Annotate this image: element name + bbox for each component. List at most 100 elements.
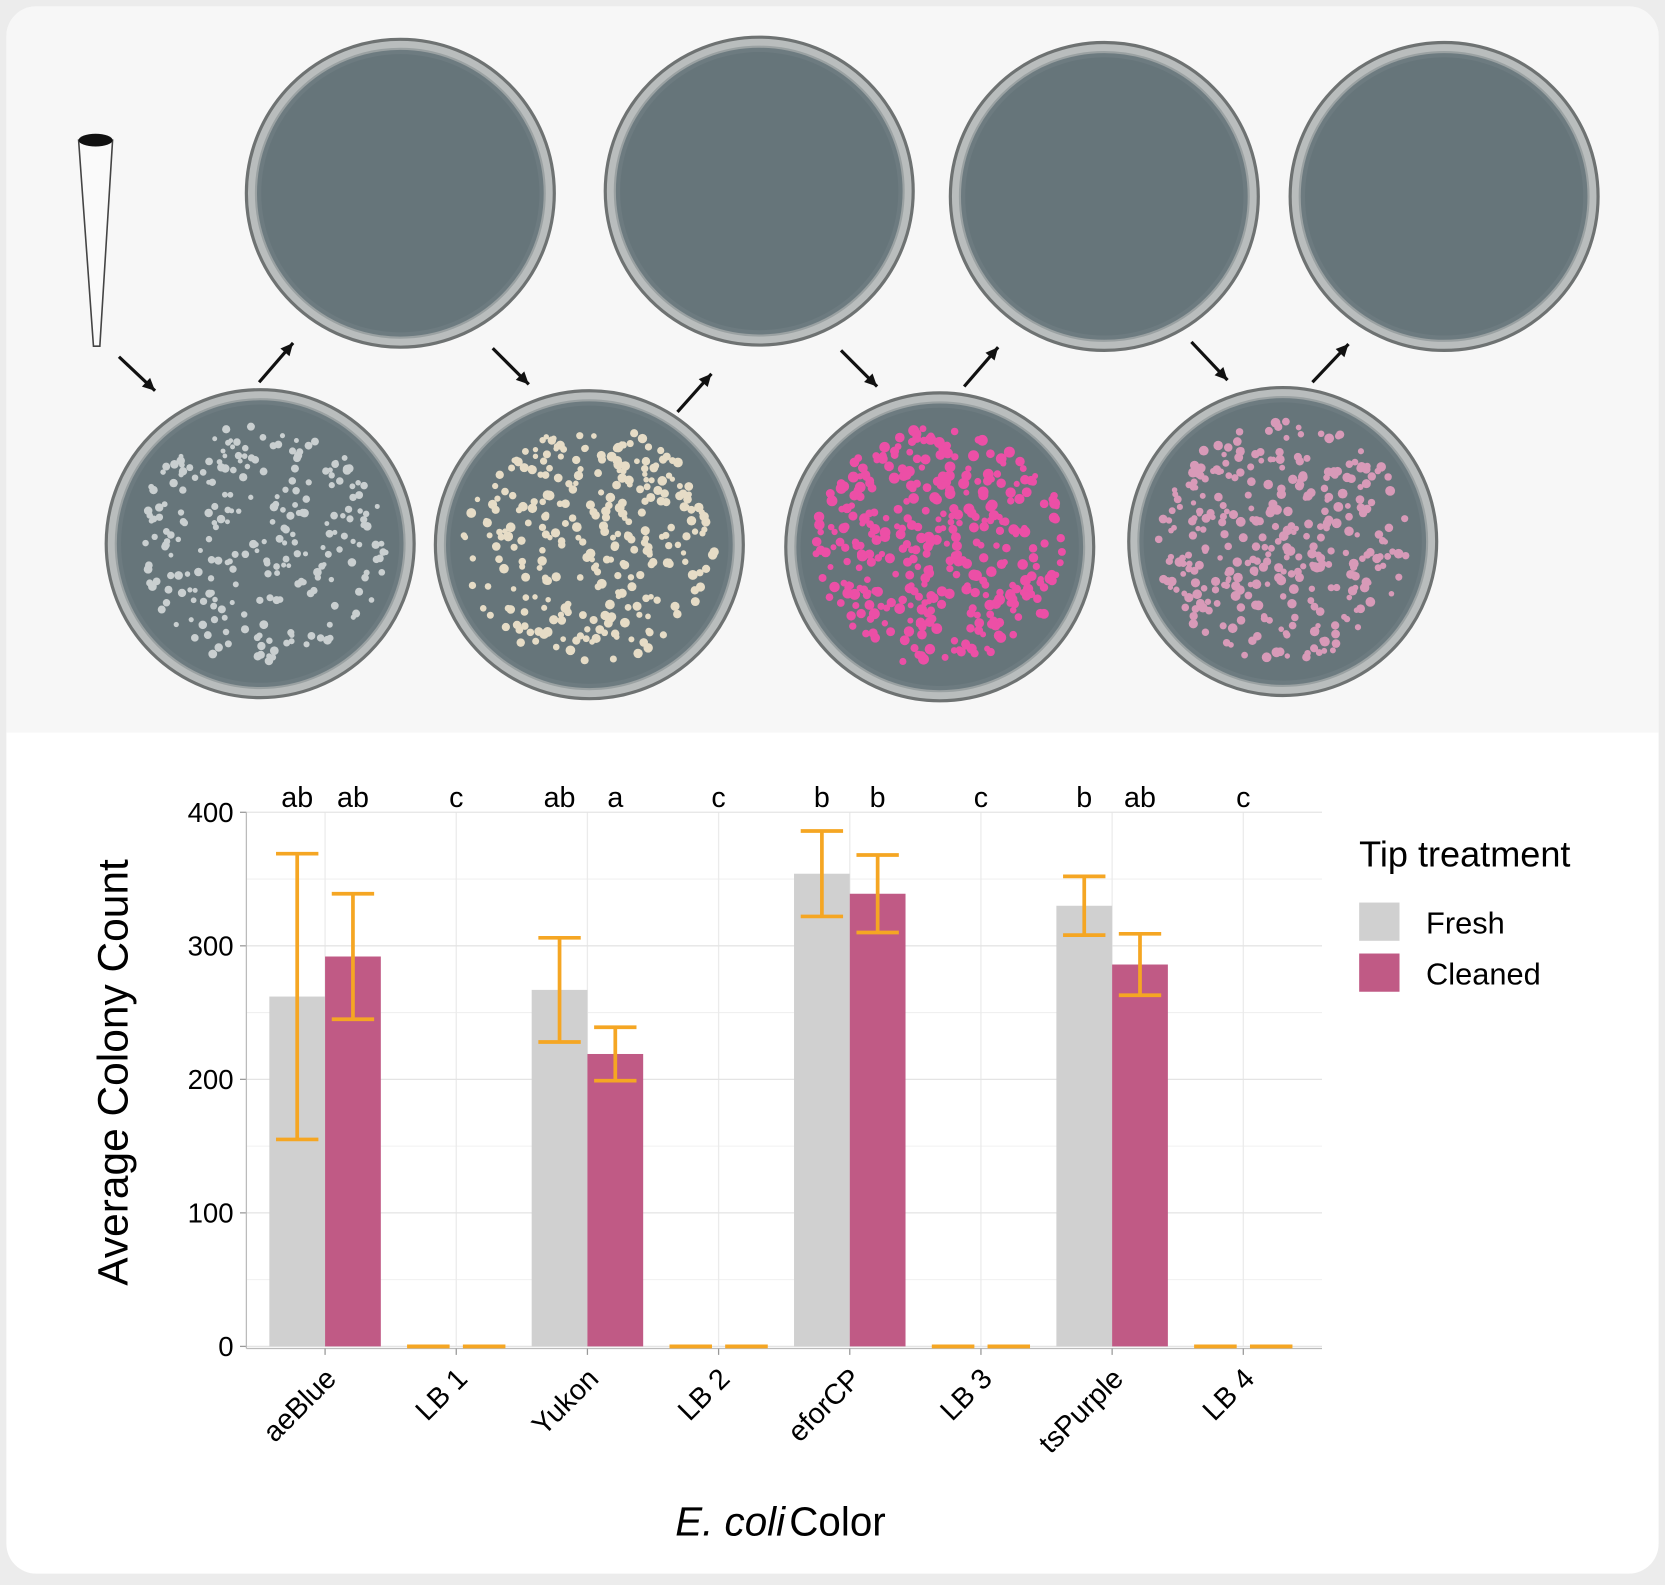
colony (589, 615, 598, 625)
colony (1232, 557, 1242, 567)
colony (280, 507, 286, 513)
y-tick-label: 0 (218, 1331, 233, 1362)
colony (539, 547, 546, 554)
colony (510, 543, 518, 551)
colony (1263, 479, 1274, 490)
colony (581, 445, 589, 453)
colony (327, 467, 333, 473)
colony (910, 644, 919, 653)
colony (1219, 622, 1227, 630)
colony (1244, 559, 1252, 567)
legend-swatch (1359, 953, 1400, 992)
colony (208, 649, 218, 659)
colony (528, 464, 536, 472)
colony (1303, 532, 1310, 540)
colony (904, 583, 915, 594)
colony (328, 472, 335, 479)
colony (865, 509, 874, 518)
colony (561, 499, 570, 509)
colony (336, 546, 343, 553)
colony (916, 651, 927, 661)
colony (1231, 474, 1239, 482)
colony (1020, 575, 1031, 586)
pipette-tip (77, 133, 114, 347)
colony (610, 629, 620, 638)
colony (519, 463, 529, 473)
colony (261, 538, 267, 545)
colony (199, 597, 208, 606)
colony (216, 459, 223, 465)
petri-dish (433, 389, 745, 701)
colony (241, 550, 250, 559)
colony (647, 560, 656, 569)
arrow-head (864, 373, 878, 387)
colony (174, 571, 183, 580)
colony (923, 531, 935, 543)
colony (321, 562, 327, 567)
colony (216, 514, 226, 524)
colony (532, 594, 538, 600)
colony (157, 605, 166, 614)
colony (565, 480, 573, 488)
colony (690, 597, 700, 607)
colony (466, 508, 477, 518)
colony (856, 584, 864, 592)
colony (508, 491, 517, 500)
colony (313, 567, 322, 577)
colony (636, 611, 643, 618)
colony (1235, 428, 1244, 436)
colony (980, 631, 987, 638)
colony (1236, 603, 1246, 612)
colony (1385, 485, 1396, 496)
colony (1329, 647, 1336, 654)
colony (376, 554, 384, 563)
colony (1384, 552, 1392, 560)
colony (538, 523, 547, 532)
colony (841, 543, 850, 552)
significance-letter: ab (337, 782, 369, 814)
colony (919, 425, 927, 433)
colony (1028, 553, 1039, 563)
arrow (1311, 342, 1350, 384)
colony (1188, 619, 1198, 629)
colony (1200, 585, 1208, 592)
colony (1267, 544, 1275, 552)
colony (1168, 507, 1176, 515)
colony (188, 617, 194, 623)
colony (565, 645, 576, 656)
colony (229, 600, 235, 606)
colony (1225, 472, 1233, 479)
colony (591, 511, 600, 520)
colony (211, 603, 218, 609)
colony (352, 609, 361, 618)
colony (1271, 647, 1282, 658)
colony (346, 515, 354, 523)
colony (344, 505, 353, 513)
dish-inner (261, 54, 540, 333)
colony (1040, 539, 1049, 548)
colony (1186, 560, 1193, 568)
colony (673, 457, 683, 468)
colony (340, 513, 346, 519)
colony (920, 454, 931, 465)
colony (1325, 561, 1333, 568)
colony (550, 528, 561, 538)
colony (950, 532, 961, 543)
colony (360, 481, 368, 490)
colony (362, 522, 372, 531)
colony (641, 457, 651, 466)
colony (264, 656, 274, 666)
colony (322, 467, 330, 475)
colony (1401, 515, 1409, 523)
colony (288, 477, 297, 485)
colony (1052, 571, 1060, 579)
colony (952, 509, 964, 520)
colony (1303, 454, 1311, 462)
significance-letter: b (870, 782, 886, 814)
colony (874, 554, 883, 562)
y-tick-label: 400 (188, 797, 234, 828)
colony (282, 525, 290, 534)
colony (898, 595, 907, 605)
colony (642, 471, 648, 477)
colony (320, 545, 326, 551)
